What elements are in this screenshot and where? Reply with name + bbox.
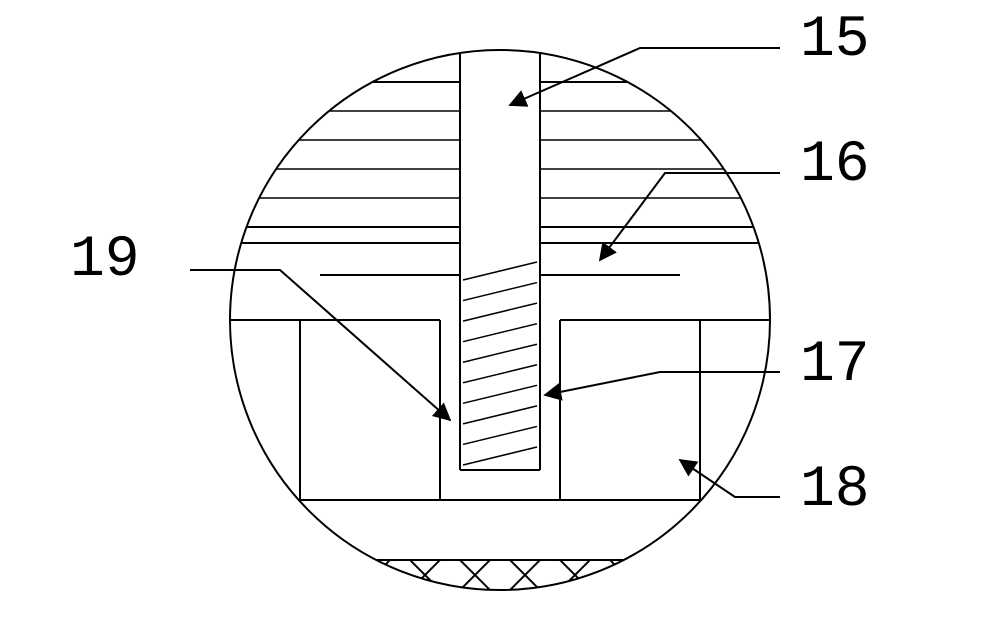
- thread-hatch: [463, 283, 537, 301]
- thread-hatch: [463, 426, 537, 444]
- thread-hatch: [463, 344, 537, 362]
- thread-hatch: [463, 262, 537, 280]
- thread-hatch: [463, 324, 537, 342]
- label-l15: 15: [800, 8, 870, 73]
- base-fill: [220, 500, 780, 560]
- leader-l17: [545, 372, 780, 395]
- leader-l16: [600, 173, 780, 260]
- leader-l15: [510, 48, 780, 105]
- label-l18: 18: [800, 458, 870, 523]
- leader-l18: [680, 460, 780, 497]
- thread-hatch: [463, 365, 537, 383]
- label-l16: 16: [800, 133, 870, 198]
- thread-hatch: [463, 406, 537, 424]
- label-l19: 19: [70, 228, 140, 293]
- thread-hatch: [463, 385, 537, 403]
- label-l17: 17: [800, 333, 870, 398]
- thread-hatch: [463, 303, 537, 321]
- ground-hatch-2: [220, 560, 780, 633]
- leader-l19: [190, 270, 450, 420]
- thread-hatch: [463, 447, 537, 465]
